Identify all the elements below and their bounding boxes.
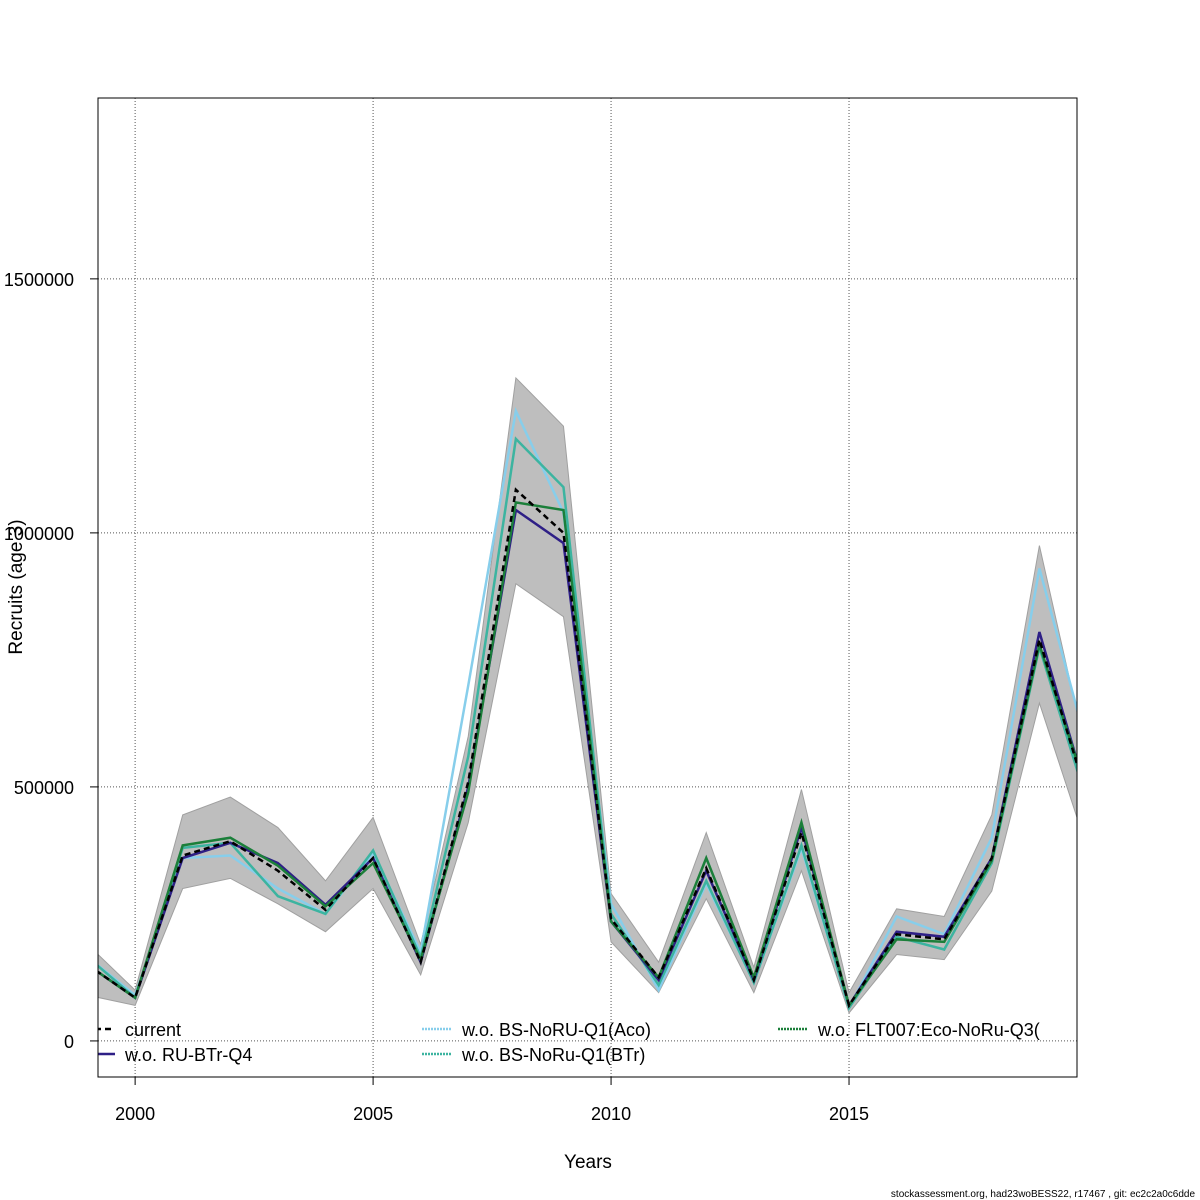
legend-label: w.o. RU-BTr-Q4 bbox=[124, 1045, 252, 1065]
x-axis-label: Years bbox=[564, 1152, 612, 1173]
y-tick-label: 1000000 bbox=[4, 524, 74, 544]
grid bbox=[98, 98, 1077, 1077]
x-tick-label: 2005 bbox=[353, 1104, 393, 1124]
legend-label: w.o. FLT007:Eco-NoRu-Q3( bbox=[817, 1020, 1040, 1040]
plot-area: current w.o. RU-BTr-Q4 w.o. BS-NoRU-Q1(Aco… bbox=[98, 376, 1077, 1065]
y-tick-label: 0 bbox=[64, 1032, 74, 1052]
legend-label: w.o. BS-NoRu-Q1(BTr) bbox=[461, 1045, 645, 1065]
footer-text: stockassessment.org, had23woBESS22, r174… bbox=[891, 1189, 1196, 1200]
series-lines bbox=[98, 406, 1077, 1012]
x-tick-label: 2015 bbox=[829, 1104, 869, 1124]
legend-label: current bbox=[125, 1020, 181, 1040]
series-line-0 bbox=[98, 487, 1077, 1009]
y-tick-label: 500000 bbox=[14, 778, 74, 798]
series-line-3 bbox=[98, 436, 1077, 1011]
legend-label: w.o. BS-NoRU-Q1(Aco) bbox=[461, 1020, 651, 1040]
y-tick-label: 1500000 bbox=[4, 270, 74, 290]
x-tick-label: 2000 bbox=[115, 1104, 155, 1124]
plot-frame bbox=[97, 97, 1078, 1078]
axis-ticks: 2000 2005 2010 2015 0 500000 1000000 1500000 bbox=[4, 270, 869, 1124]
y-axis-label: Recruits (age 3) bbox=[6, 519, 27, 654]
legend: current w.o. RU-BTr-Q4 w.o. BS-NoRU-Q1(Aco… bbox=[98, 1020, 1040, 1065]
x-tick-label: 2010 bbox=[591, 1104, 631, 1124]
